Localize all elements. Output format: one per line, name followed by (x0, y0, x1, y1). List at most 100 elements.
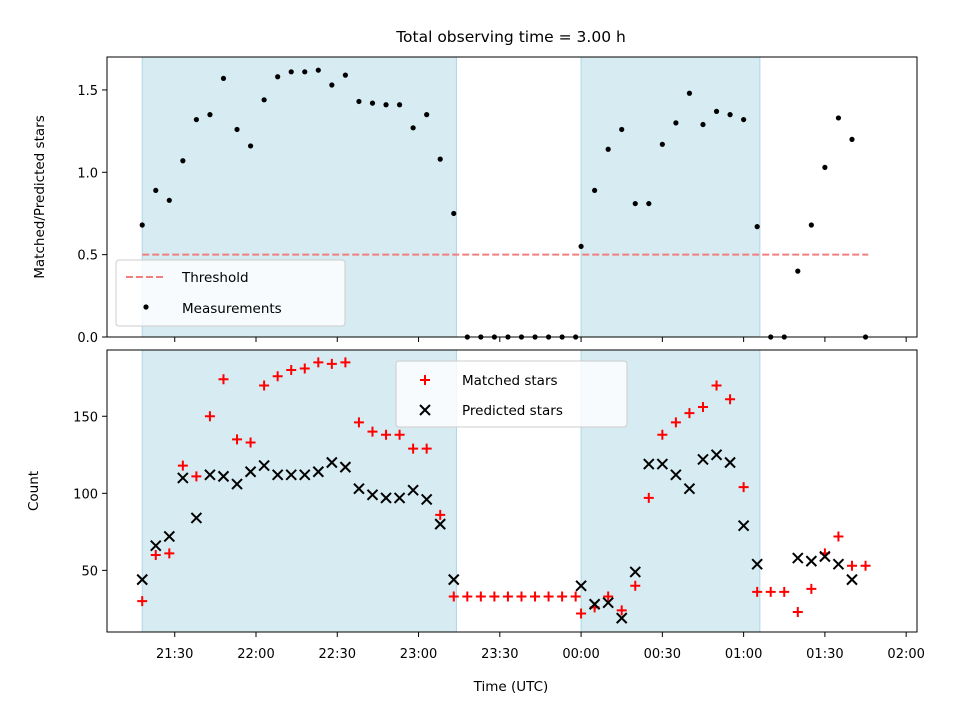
predicted-stars-point (846, 573, 858, 586)
predicted-stars-point (271, 469, 284, 481)
matched-stars-point (299, 363, 310, 374)
predicted-stars-point (832, 558, 845, 570)
measurement-point (410, 125, 416, 131)
x-tick-label: 23:00 (400, 647, 437, 662)
matched-stars-point (806, 583, 817, 594)
measurement-point (234, 126, 240, 133)
matched-stars-point (557, 591, 568, 602)
axes-frame (106, 56, 918, 338)
matched-stars-point (616, 605, 627, 616)
predicted-stars-point (616, 612, 628, 624)
matched-stars-point (448, 591, 459, 602)
predicted-stars-point (204, 469, 216, 481)
predicted-stars-point (136, 573, 148, 586)
predicted-stars-point (326, 456, 338, 469)
x-tick-label: 01:00 (725, 647, 762, 662)
matched-stars-point (313, 357, 324, 368)
matched-stars-point (670, 417, 681, 428)
predicted-stars-point (163, 530, 176, 543)
measurement-point (139, 222, 145, 228)
matched-stars-point (286, 365, 297, 376)
predicted-stars-point (737, 519, 750, 532)
predicted-stars-point (683, 482, 696, 495)
measurement-point (659, 141, 665, 147)
matched-stars-point (164, 548, 175, 559)
matched-stars-point (150, 549, 161, 560)
matched-stars-point (779, 586, 790, 597)
measurement-point (275, 74, 281, 80)
predicted-stars-point (724, 456, 736, 469)
measurement-point (302, 69, 308, 75)
matched-stars-point (245, 437, 256, 448)
predicted-stars-point (448, 573, 460, 586)
predicted-stars-point (393, 492, 406, 504)
measurement-point (153, 187, 159, 194)
legend-measurements-label: Measurements (182, 301, 282, 317)
matched-stars-point (603, 591, 614, 602)
measurement-point (741, 116, 747, 123)
matched-stars-point (259, 380, 270, 391)
predicted-stars-point (819, 550, 831, 563)
y-tick-label: 1.0 (77, 166, 98, 181)
measurement-point (315, 67, 321, 73)
matched-stars-point (516, 591, 527, 602)
predicted-stars-point (751, 558, 763, 570)
matched-stars-point (367, 426, 378, 437)
matched-stars-point (435, 509, 446, 520)
predicted-stars-point (285, 469, 297, 481)
x-tick-label: 01:30 (806, 647, 843, 662)
matched-stars-point (752, 586, 763, 597)
predicted-stars-point (588, 598, 601, 610)
y-tick-label: 50 (81, 564, 98, 579)
matched-stars-point (191, 471, 202, 482)
predicted-stars-point (434, 518, 446, 530)
measurement-point (673, 120, 679, 126)
measurement-point (261, 97, 267, 103)
measurement-point (356, 98, 362, 105)
predicted-stars-point (380, 492, 392, 504)
predicted-stars-point (150, 539, 162, 552)
x-tick-label: 21:30 (156, 647, 193, 662)
measurement-point (193, 116, 199, 123)
predicted-stars-point (710, 449, 723, 461)
predicted-stars-point (575, 580, 587, 592)
legend-matched-swatch (420, 375, 430, 385)
measurement-point (166, 197, 172, 203)
measurement-point (713, 108, 720, 114)
y-tick-label: 1.5 (77, 84, 98, 99)
matched-stars-point (630, 580, 641, 591)
measurement-point (808, 222, 814, 228)
matched-stars-point (643, 492, 654, 503)
predicted-stars-point (353, 482, 365, 495)
measurement-point (247, 143, 254, 149)
legend-predicted-label: Predicted stars (462, 403, 563, 419)
matched-stars-point (408, 443, 419, 454)
matched-stars-point (657, 429, 668, 440)
matched-stars-point (489, 591, 500, 602)
measurement-point (180, 158, 186, 164)
y-axis-label: Matched/Predicted stars (32, 115, 48, 278)
predicted-stars-point (217, 470, 230, 483)
measurement-point (700, 121, 706, 128)
predicted-stars-point (190, 512, 203, 524)
matched-stars-point (738, 482, 749, 493)
predicted-stars-point (420, 493, 433, 506)
measurement-point (592, 187, 598, 194)
matched-stars-point (530, 591, 541, 602)
measurement-point (220, 75, 227, 82)
matched-stars-point (232, 434, 243, 445)
matched-stars-point (570, 591, 581, 602)
matched-stars-point (462, 591, 473, 602)
axes-frame (106, 349, 918, 633)
predicted-stars-point (407, 484, 419, 496)
matched-stars-point (543, 591, 554, 602)
matched-stars-point (846, 560, 857, 571)
measurement-point (727, 112, 733, 118)
matched-stars-point (475, 591, 486, 602)
predicted-stars-point (697, 453, 709, 466)
measurement-point (329, 82, 335, 88)
x-tick-label: 02:00 (887, 647, 924, 662)
measurement-point (369, 100, 376, 106)
matched-stars-point (576, 608, 587, 619)
